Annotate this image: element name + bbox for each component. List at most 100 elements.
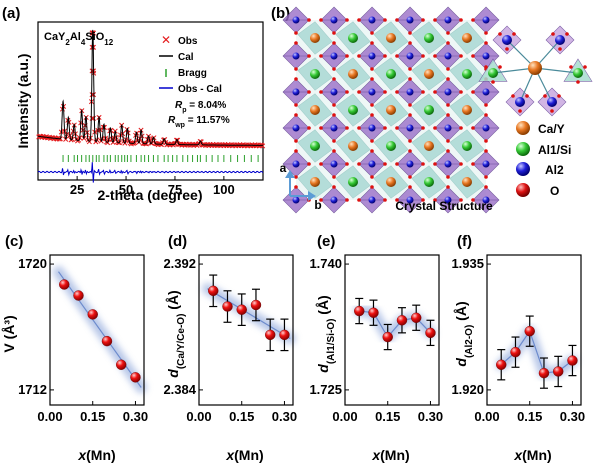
o-atom bbox=[408, 139, 412, 143]
ca-atom bbox=[462, 105, 472, 115]
al2-atom bbox=[444, 124, 452, 132]
al2-atom bbox=[330, 88, 338, 96]
crystal-structure: a b Crystal Structure Ca/Y Al1/Si Al2 O bbox=[280, 6, 593, 214]
al2-atom bbox=[482, 160, 490, 168]
obs-point bbox=[90, 30, 97, 36]
al2-atom bbox=[482, 124, 490, 132]
o-atom bbox=[370, 77, 374, 81]
al1-atom bbox=[310, 141, 320, 151]
o-atom bbox=[459, 126, 463, 130]
x-tick-label: 0.30 bbox=[123, 409, 148, 424]
o-atom bbox=[395, 126, 399, 130]
al2-atom bbox=[444, 196, 452, 204]
ca-atom bbox=[310, 33, 320, 43]
data-point bbox=[368, 307, 379, 318]
o-atom bbox=[319, 126, 323, 130]
o-atom bbox=[433, 54, 437, 58]
cluster-o-atom bbox=[484, 65, 488, 69]
o-atom bbox=[370, 31, 374, 35]
al2-atom bbox=[330, 196, 338, 204]
o-atom bbox=[446, 139, 450, 143]
cluster-o-atom bbox=[512, 32, 516, 36]
o-atom bbox=[408, 103, 412, 107]
o-atom bbox=[446, 103, 450, 107]
al1-atom bbox=[348, 33, 358, 43]
o-atom bbox=[345, 18, 349, 22]
o-atom bbox=[484, 175, 488, 179]
legend-al2-label: Al2 bbox=[545, 163, 564, 177]
data-point bbox=[411, 312, 422, 323]
o-atom bbox=[484, 149, 488, 153]
o-atom bbox=[446, 67, 450, 71]
y-tick-label: 1.725 bbox=[309, 382, 342, 397]
al2-atom bbox=[444, 16, 452, 24]
lattice-view bbox=[282, 6, 500, 214]
al2-atom bbox=[330, 16, 338, 24]
al2-atom bbox=[368, 16, 376, 24]
cluster-o-atom bbox=[498, 65, 502, 69]
legend-al1-ball bbox=[516, 142, 530, 156]
data-point bbox=[524, 325, 535, 337]
axis-a-label: a bbox=[280, 161, 287, 175]
rwp-text: Rwp = 11.57% bbox=[168, 115, 230, 129]
x-tick-label: 0.15 bbox=[80, 409, 105, 424]
axis-indicator: a b bbox=[280, 161, 322, 212]
cluster-o-atom bbox=[498, 32, 502, 36]
x-tick-label: 0.00 bbox=[474, 409, 499, 424]
o-atom bbox=[319, 18, 323, 22]
ca-atom bbox=[386, 177, 396, 187]
o-atom bbox=[332, 113, 336, 117]
cluster-o-atom bbox=[543, 94, 547, 98]
al2-atom bbox=[406, 88, 414, 96]
al2-atom bbox=[292, 52, 300, 60]
y-tick-label: 1.740 bbox=[309, 256, 342, 271]
x-tick-label: 0.30 bbox=[272, 409, 297, 424]
al2-atom bbox=[482, 88, 490, 96]
o-atom bbox=[484, 41, 488, 45]
data-point bbox=[553, 366, 564, 377]
cluster-bond bbox=[492, 67, 536, 74]
al2-atom bbox=[406, 16, 414, 24]
o-atom bbox=[459, 90, 463, 94]
xrd-ticks: 25 50 75 100 bbox=[70, 176, 235, 197]
al2-atom bbox=[482, 16, 490, 24]
volume-xlabel: x(Mn) bbox=[77, 447, 115, 463]
panel-label-f: (f) bbox=[457, 233, 472, 250]
al1-atom bbox=[462, 141, 472, 151]
al1-o-xlabel: x(Mn) bbox=[371, 447, 409, 463]
data-point bbox=[73, 290, 84, 301]
o-atom bbox=[446, 41, 450, 45]
al1-o-ylabel: d(Al1/Si-O) (Å) bbox=[315, 295, 337, 372]
data-point bbox=[425, 327, 436, 339]
o-atom bbox=[357, 18, 361, 22]
ca-atom bbox=[310, 177, 320, 187]
al2-atom bbox=[482, 196, 490, 204]
trend-line bbox=[207, 288, 291, 340]
o-atom bbox=[307, 18, 311, 22]
al1-atom bbox=[386, 69, 396, 79]
obs-point bbox=[89, 115, 95, 121]
o-atom bbox=[345, 198, 349, 202]
o-atom bbox=[421, 90, 425, 94]
o-atom bbox=[307, 90, 311, 94]
axis-b-label: b bbox=[314, 198, 321, 212]
legend-o-label: O bbox=[550, 184, 559, 198]
o-atom bbox=[408, 41, 412, 45]
o-atom bbox=[383, 126, 387, 130]
legend-ca-label: Ca/Y bbox=[538, 122, 565, 136]
ca-atom bbox=[462, 177, 472, 187]
xrd-legend: ✕ Obs Cal Bragg Obs - Cal Rp = 8.04% Rwp… bbox=[159, 33, 230, 129]
al2-atom bbox=[444, 52, 452, 60]
legend-diff-label: Obs - Cal bbox=[178, 84, 222, 95]
o-atom bbox=[383, 90, 387, 94]
y-tick-label: 2.384 bbox=[163, 382, 196, 397]
o-atom bbox=[408, 77, 412, 81]
o-atom bbox=[383, 198, 387, 202]
o-atom bbox=[370, 149, 374, 153]
o-atom bbox=[294, 67, 298, 71]
o-atom bbox=[395, 54, 399, 58]
cluster-center-atom bbox=[528, 61, 542, 75]
x-tick-label: 0.00 bbox=[332, 409, 357, 424]
plot-frame bbox=[198, 254, 294, 406]
cluster-o-atom bbox=[491, 80, 495, 84]
